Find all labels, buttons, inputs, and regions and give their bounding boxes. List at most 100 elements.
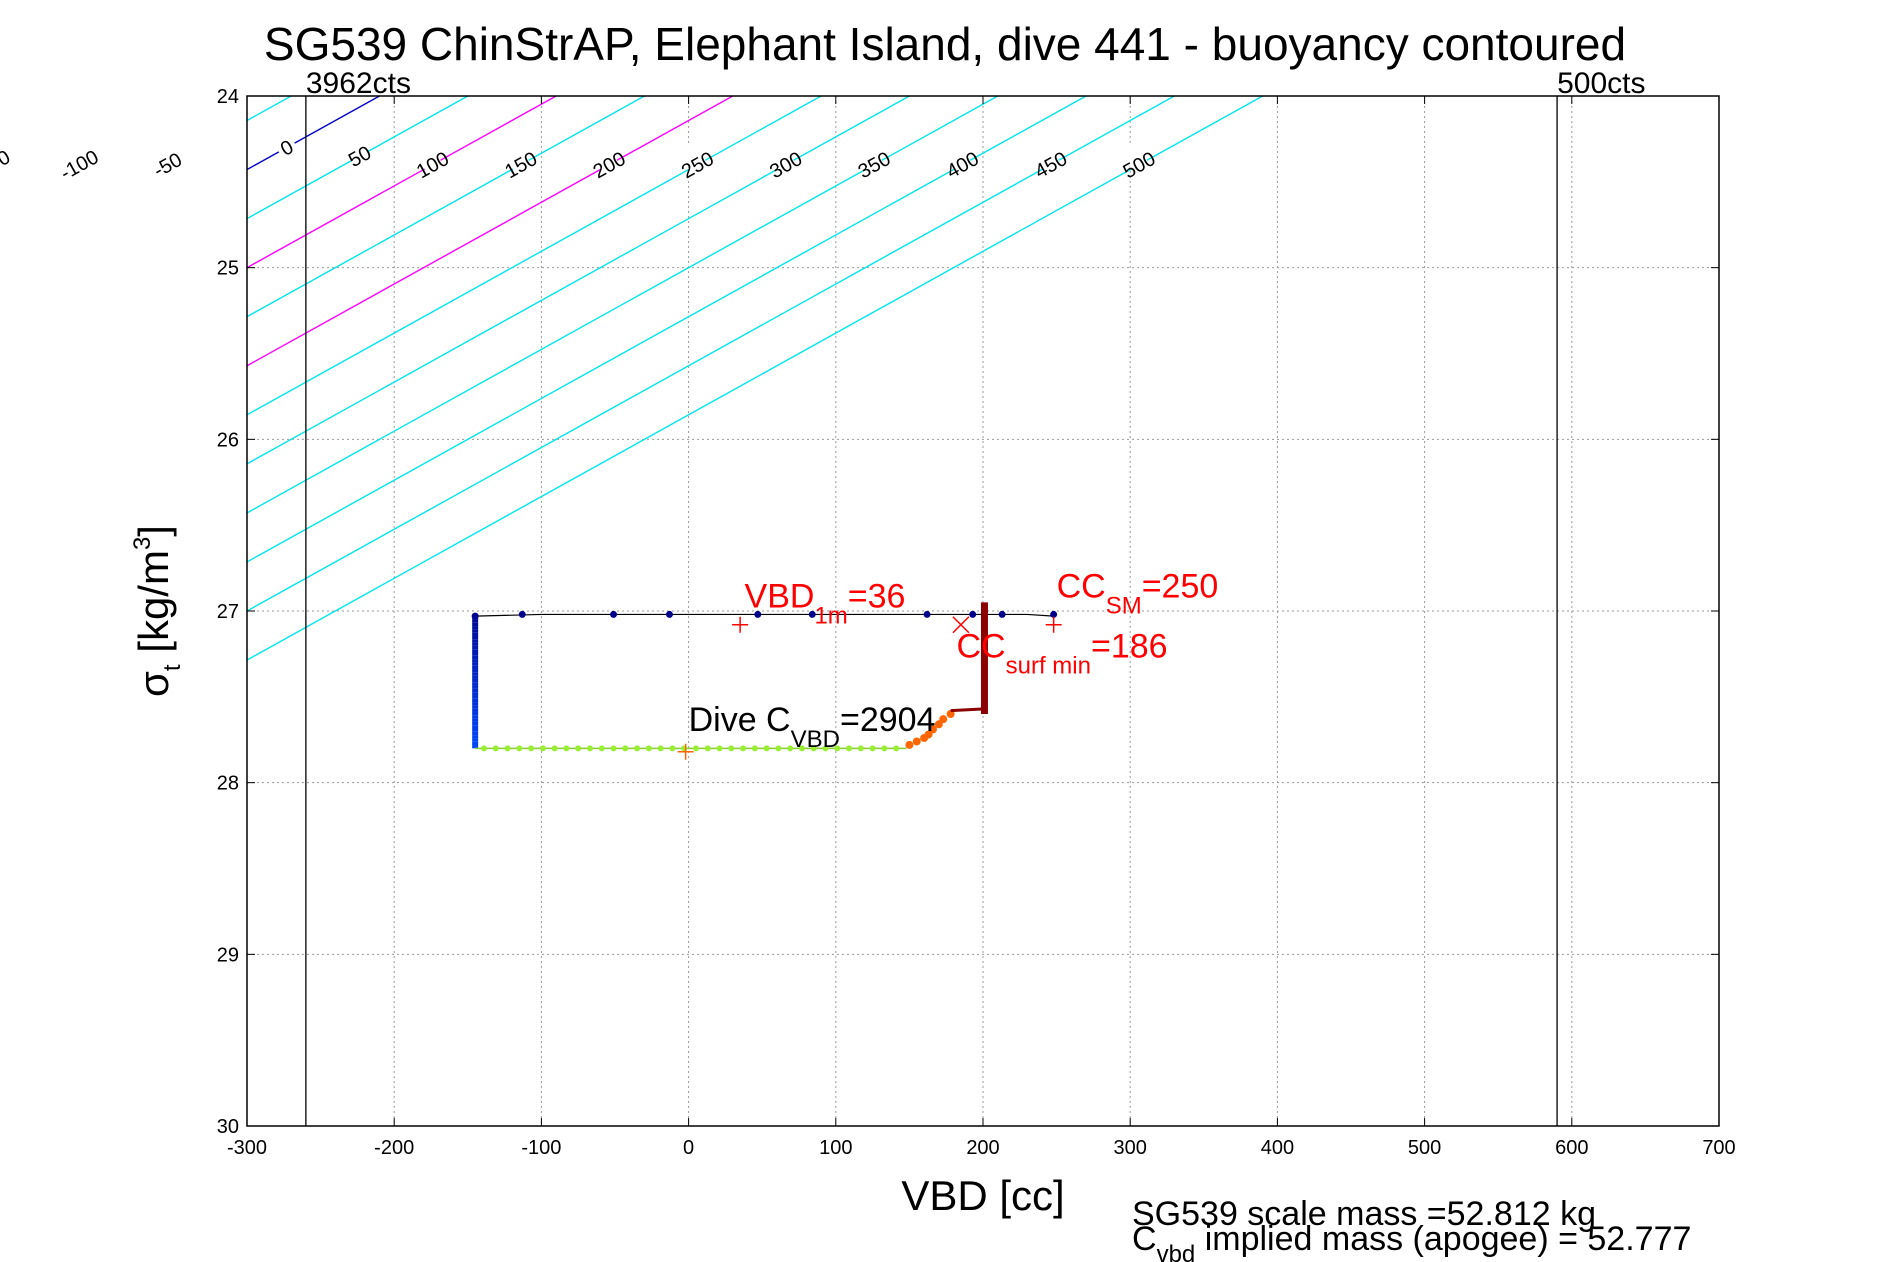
x-marker [952,616,970,634]
y-label-sub: t [159,664,186,671]
footer-c-sub: vbd [1157,1241,1196,1262]
vbd-1m-annotation: VBD1m=36 [745,578,906,630]
markers [677,616,1062,760]
x-tick-label: 600 [1555,1137,1588,1159]
x-tick-label: 100 [819,1137,852,1159]
vbd-limit-label: 3962cts [306,67,411,100]
transition-point [905,740,914,749]
transition-point [928,725,937,734]
surface-point [808,610,816,618]
contour-line [0,96,115,1126]
surface-point [610,610,618,618]
contour-line [247,96,1264,661]
contour-label-bg [678,141,716,189]
contour-label-bg [268,123,306,172]
x-tick-label: -100 [521,1137,561,1159]
cc-sm-annotation: CCSM=250 [1057,567,1219,619]
bottom-point [834,745,841,752]
bottom-point [787,745,794,752]
contour-line [247,96,999,514]
bottom-point [728,745,735,752]
contour-label-bg [767,141,805,189]
cc-surf-min-annotation-sub: surf min [1006,652,1091,679]
bottom-point [563,745,570,752]
axis-ticks: -300 -200 -100 0 100 200 300 400 500 600 700 24 25 26… [217,86,1736,1159]
bottom-point [610,745,617,752]
bottom-point [622,745,629,752]
contour-label-bg [341,132,379,180]
contour-label-bg [148,141,187,189]
y-tick-label: 25 [217,258,239,280]
bottom-point [669,745,676,752]
bottom-point [551,745,558,752]
bottom-point [810,745,817,752]
vbd-1m-annotation-value: =36 [848,578,906,616]
bottom-point [846,745,853,752]
bottom-point [775,745,782,752]
contour-line [247,96,645,318]
transition-point [946,710,955,718]
footer-c: C [1132,1220,1157,1258]
surface-point [998,610,1006,618]
bottom-point [504,745,511,752]
x-tick-label: 300 [1114,1137,1147,1159]
vbd-1m-annotation-sub: 1m [814,603,847,630]
x-tick-label: -200 [374,1137,414,1159]
bottom-point [798,745,805,752]
footer-scale-mass: SG539 scale mass =52.812 kg [1132,1195,1596,1233]
footer-implied-mass: implied mass (apogee) = 52.777 [1195,1220,1691,1258]
y-tick-label: 24 [217,86,239,108]
surface-point [754,610,762,618]
contour-label-bg [943,141,981,189]
dive-c-vbd-annotation-main: Dive C [689,701,791,739]
x-tick-label: 400 [1261,1137,1294,1159]
bottom-point [539,745,546,752]
bottom-point [893,745,900,752]
surface-point [518,610,526,618]
contour-line [247,96,734,367]
dive-c-vbd-annotation-value: =2904 [840,701,936,739]
bottom-point [881,745,888,752]
footer: SG539 scale mass =52.812 kg Cvbd implied… [1132,1195,1691,1262]
y-axis-label: σt [kg/m3] [129,525,186,697]
x-tick-label: 200 [966,1137,999,1159]
x-tick-label: -300 [227,1137,267,1159]
contour-line [0,96,26,1126]
contour-label-bg [1120,141,1158,189]
cc-surf-min-annotation-main: CC [957,627,1006,665]
contour-label-bg [855,141,893,189]
svg-text:σt [kg/m3]: σt [kg/m3] [129,525,186,697]
vbd-limit-label: 500cts [1557,67,1645,100]
transition-point [939,715,948,724]
bottom-point [657,745,664,752]
bottom-point [516,745,523,752]
bottom-point [822,745,829,752]
contour-label-bg [0,141,10,189]
bottom-point [528,745,535,752]
contour-line [247,96,910,465]
y-tick-label: 27 [217,601,239,623]
bottom-point [716,745,723,752]
cc-sm-annotation-sub: SM [1106,592,1142,619]
x-axis-label: VBD [cc] [901,1172,1064,1219]
bottom-point [692,745,699,752]
bottom-point [480,745,487,752]
dive-data [471,602,1058,752]
surface-point [1050,610,1058,618]
x-tick-label: 700 [1702,1137,1735,1159]
bottom-point [645,745,652,752]
bottom-point [763,745,770,752]
y-tick-label: 29 [217,944,239,966]
vbd-limit-lines: 3962cts 500cts [305,67,1645,1126]
dive-c-vbd-annotation-sub: VBD [791,726,840,753]
ascent-link [950,707,985,713]
bottom-point [598,745,605,752]
y-label-unit: [kg/m [130,550,177,664]
cc-surf-min-annotation-value: =186 [1091,627,1168,665]
chart-title: SG539 ChinStrAP, Elephant Island, dive 4… [264,18,1626,70]
contour-line [247,96,822,416]
y-label-main: σ [130,671,177,697]
cc-sm-annotation-value: =250 [1142,567,1219,605]
